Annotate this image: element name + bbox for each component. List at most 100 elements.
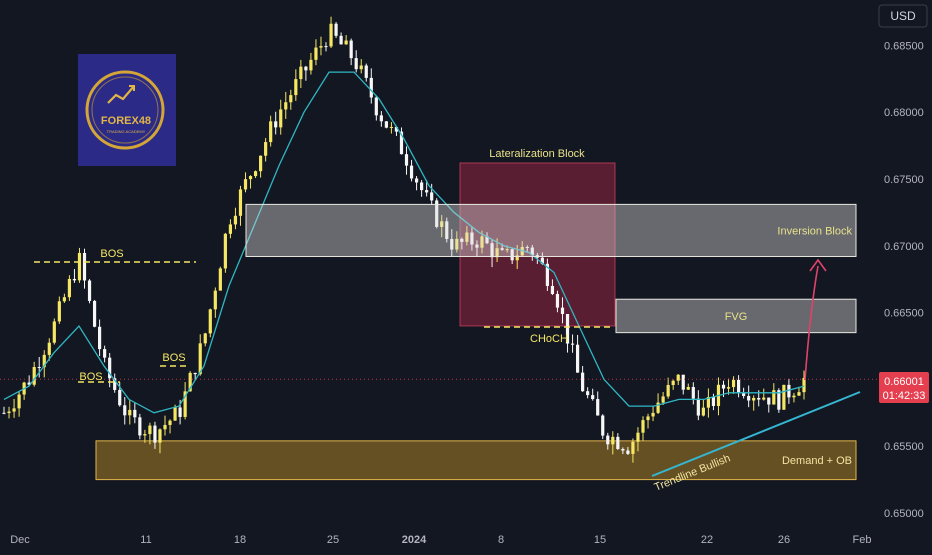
candle-body — [349, 40, 353, 59]
currency-badge[interactable]: USD — [878, 4, 928, 28]
candle-body — [691, 386, 695, 399]
candle-body — [27, 382, 31, 385]
candle-body — [264, 142, 268, 156]
time-tick-label: 25 — [327, 534, 339, 546]
candle-body — [540, 257, 544, 264]
time-tick-label: 11 — [140, 534, 151, 546]
candle-body — [359, 65, 363, 70]
forex48-logo: FOREX48 TRADING ACADEMY — [78, 54, 176, 166]
bos-label: BOS — [79, 371, 102, 383]
price-tick-label: 0.65500 — [884, 441, 924, 453]
candle-body — [480, 236, 484, 248]
time-tick-label: 2024 — [402, 534, 427, 546]
candle-body — [475, 244, 479, 248]
price-tick-label: 0.67000 — [884, 241, 924, 253]
candle-body — [57, 301, 61, 322]
candle-body — [369, 77, 373, 98]
candle-body — [314, 47, 318, 60]
candle-body — [289, 95, 293, 103]
candle-body — [777, 390, 781, 410]
candle-body — [284, 102, 288, 110]
candle-body — [17, 394, 21, 409]
candle-body — [596, 399, 600, 416]
candle-body — [435, 200, 439, 227]
candle-body — [118, 389, 122, 406]
candle-body — [339, 35, 343, 45]
candle-body — [72, 278, 77, 281]
candle-body — [228, 224, 233, 234]
candle-body — [651, 412, 655, 417]
candle-body — [183, 391, 187, 417]
candle-body — [238, 189, 243, 216]
candle-body — [530, 247, 534, 256]
candle-body — [309, 59, 313, 71]
price-axis[interactable]: 0.68500 0.68000 0.67500 0.67000 0.66500 0.660… — [884, 40, 924, 520]
inversion-zone — [245, 203, 857, 257]
bos-label: BOS — [162, 352, 185, 364]
candle-body — [797, 392, 801, 396]
candle-body — [701, 407, 705, 416]
last-price-tag: 0.66001 01:42:33 — [879, 372, 929, 403]
price-tick-label: 0.65000 — [884, 508, 924, 520]
candle-body — [103, 349, 107, 358]
candle-body — [259, 155, 263, 172]
candle-body — [752, 397, 756, 401]
candle-body — [47, 342, 51, 355]
candle-body — [470, 232, 474, 245]
candle-body — [404, 154, 409, 166]
candle-body — [631, 441, 635, 454]
candle-body — [223, 233, 227, 269]
candle-body — [138, 417, 142, 436]
candle-body — [460, 238, 464, 242]
candle-body — [666, 385, 670, 397]
moving-average-layer — [0, 71, 878, 414]
moving-average-line — [3, 71, 805, 414]
candle-body — [420, 182, 424, 191]
candle-body — [324, 46, 328, 48]
candle-body — [299, 66, 303, 80]
time-tick-label: 22 — [701, 534, 713, 546]
candle-body — [742, 393, 746, 396]
candle-body — [92, 300, 97, 327]
candle-body — [721, 384, 726, 389]
candle-body — [706, 396, 711, 408]
candle-body — [344, 40, 348, 45]
logo-chart-icon — [107, 85, 135, 104]
candle-body — [440, 221, 444, 227]
candle-body — [158, 429, 162, 443]
candle-body — [425, 190, 429, 193]
candle-body — [97, 326, 102, 350]
candle-body — [611, 436, 615, 445]
candle-body — [389, 126, 394, 128]
candle-body — [696, 398, 700, 416]
candle-body — [802, 378, 806, 393]
price-tick-label: 0.67500 — [884, 174, 924, 186]
candle-body — [294, 79, 298, 96]
candle-body — [641, 420, 645, 433]
choch-label: CHoCH — [530, 333, 568, 345]
candle-body — [550, 285, 555, 294]
candle-body — [188, 372, 192, 392]
candle-body — [606, 435, 610, 445]
candle-body — [248, 176, 253, 180]
candle-body — [12, 408, 16, 412]
candle-body — [148, 425, 152, 435]
candle-body — [52, 321, 56, 343]
candle-body — [87, 280, 92, 301]
candle-body — [626, 450, 630, 454]
candle-body — [586, 391, 590, 396]
candle-body — [726, 387, 731, 389]
time-tick-label: 15 — [594, 534, 606, 546]
candles-layer — [2, 16, 806, 463]
time-axis[interactable]: Dec 11 18 25 2024 8 15 22 26 Feb — [10, 534, 871, 546]
candle-body — [113, 378, 117, 390]
candle-body — [379, 115, 383, 122]
candle-body — [555, 293, 560, 308]
candle-body — [581, 372, 585, 392]
candle-body — [274, 121, 278, 128]
candle-body — [505, 249, 509, 251]
candle-body — [450, 238, 454, 250]
candle-body — [7, 411, 11, 414]
